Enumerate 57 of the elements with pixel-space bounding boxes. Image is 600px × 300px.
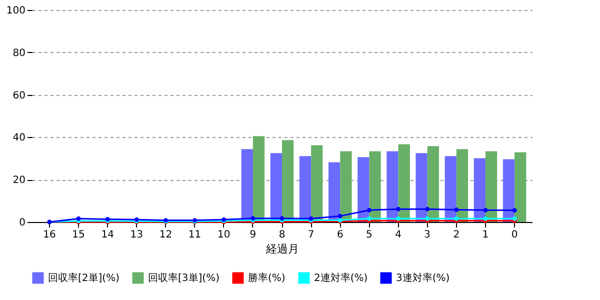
y-tick-label: 0 [19,218,26,228]
legend-label: 3連対率(%) [396,272,450,284]
point [396,206,401,212]
x-tick-label: 13 [130,230,144,240]
bar [474,158,486,222]
bar [514,152,526,222]
x-tick-label: 0 [511,230,518,240]
x-tick-label: 3 [424,230,431,240]
x-tick-label: 7 [308,230,314,240]
point [425,216,430,221]
x-tick-label: 5 [366,230,372,240]
x-tick-label: 1 [482,230,489,240]
x-tick-label: 16 [43,230,56,240]
point [76,216,81,221]
legend-label: 2連対率(%) [314,272,368,284]
point [454,207,459,212]
point [454,216,459,221]
bar [456,149,468,222]
x-tick-label: 8 [278,230,286,240]
point [483,216,488,221]
x-tick-label: 9 [250,230,256,240]
bar [416,153,428,222]
x-tick-label: 2 [453,230,460,240]
bar [398,144,410,222]
point [396,216,401,221]
x-tick-label: 15 [72,230,85,240]
y-tick-label: 60 [12,90,26,102]
bar [485,151,498,222]
x-tick-label: 14 [101,230,114,240]
point [512,216,517,221]
bar [444,156,456,222]
legend-label: 勝率(%) [248,272,286,284]
bar [386,151,398,222]
x-tick-label: 11 [188,230,202,240]
bar [358,157,370,222]
point [366,216,372,221]
y-tick-label: 80 [12,48,26,59]
point [425,206,430,212]
x-tick-label: 12 [159,230,172,240]
x-axis-title: 経過月 [265,242,299,256]
x-tick-label: 6 [336,230,344,240]
x-tick-label: 10 [217,230,230,240]
y-tick-label: 100 [6,6,26,16]
bar [369,151,381,222]
y-tick-label: 20 [12,175,26,186]
point [338,214,342,218]
bar [502,159,515,222]
y-tick-label: 40 [12,132,26,144]
bar [340,151,352,222]
bar [241,149,253,222]
legend-label: 回収率[3単](%) [148,272,220,284]
bar [427,146,439,222]
x-tick-label: 4 [395,230,402,240]
point [483,208,488,212]
point [366,208,372,212]
legend-label: 回収率[2単](%) [48,272,120,284]
point [512,208,517,213]
